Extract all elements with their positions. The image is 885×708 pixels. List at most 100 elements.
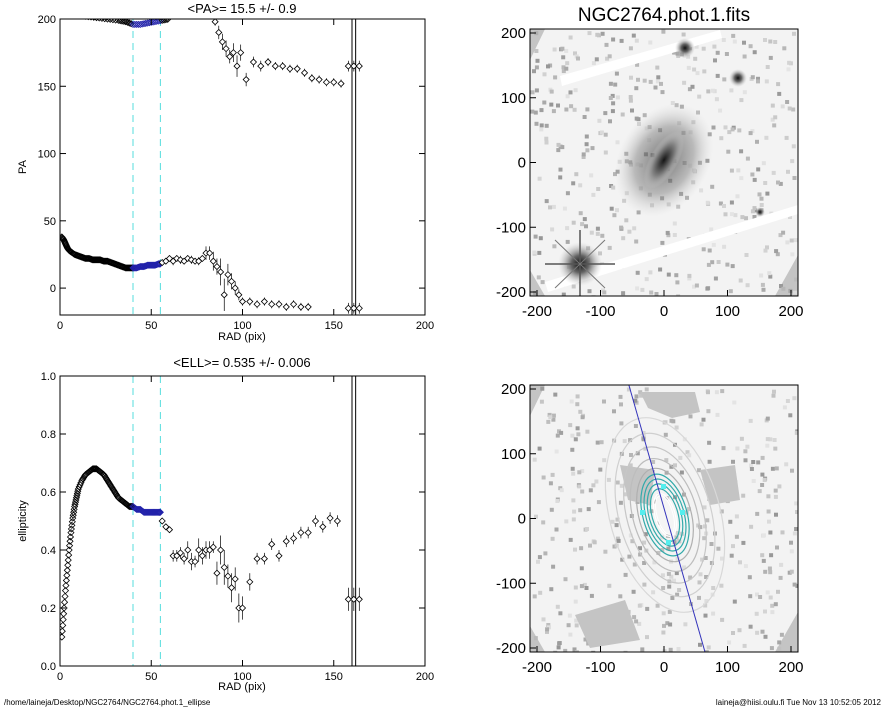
noise-pixel <box>752 177 757 182</box>
noise-pixel <box>793 290 797 295</box>
pa-point <box>315 75 323 84</box>
noise-pixel <box>666 546 671 551</box>
noise-pixel <box>631 33 636 38</box>
noise-pixel <box>598 467 603 472</box>
pa-point <box>350 62 358 70</box>
noise-pixel <box>761 161 766 166</box>
ell-point <box>156 508 164 516</box>
noise-pixel <box>534 514 538 519</box>
noise-pixel <box>737 128 742 133</box>
isophote-contour <box>643 478 687 552</box>
noise-pixel <box>772 389 776 394</box>
noise-pixel <box>697 94 702 99</box>
noise-pixel <box>664 470 669 475</box>
ell-point <box>231 575 239 583</box>
noise-pixel <box>703 556 708 560</box>
noise-pixel <box>661 630 666 635</box>
ell-point <box>217 546 225 554</box>
noise-pixel <box>549 507 554 512</box>
mask-pixel <box>666 540 671 545</box>
noise-pixel <box>687 453 692 458</box>
ell-xtick-label: 200 <box>416 671 434 683</box>
noise-pixel <box>715 50 720 55</box>
noise-pixel <box>792 396 797 401</box>
noise-pixel <box>789 238 794 243</box>
noise-pixel <box>553 392 558 397</box>
noise-pixel <box>711 586 716 590</box>
noise-pixel <box>640 647 645 652</box>
noise-pixel <box>610 93 615 98</box>
noise-pixel <box>596 187 601 191</box>
noise-pixel <box>619 483 624 488</box>
noise-pixel <box>735 446 740 451</box>
pa-xtick-label: 0 <box>57 320 63 332</box>
noise-pixel <box>750 75 755 80</box>
noise-pixel <box>773 488 778 493</box>
ell-xtick-label: 100 <box>233 671 251 683</box>
image-xtick-label: 200 <box>778 659 803 676</box>
noise-pixel <box>763 38 767 42</box>
noise-pixel <box>532 69 536 74</box>
noise-pixel <box>584 586 589 590</box>
noise-pixel <box>719 509 724 514</box>
noise-pixel <box>607 54 612 59</box>
noise-pixel <box>588 488 593 493</box>
noise-pixel <box>632 562 637 567</box>
pa-wrapped-point <box>120 19 128 25</box>
image-xtick-label: 0 <box>660 303 668 320</box>
noise-pixel <box>607 583 612 588</box>
noise-pixel <box>757 192 762 197</box>
mask-pixel <box>680 510 685 515</box>
noise-pixel <box>779 632 784 637</box>
noise-pixel <box>768 570 773 575</box>
noise-pixel <box>785 399 790 403</box>
ell-point <box>290 534 298 542</box>
noise-pixel <box>693 56 698 61</box>
pa-point <box>184 254 192 263</box>
noise-pixel <box>777 91 782 96</box>
noise-pixel <box>551 564 556 569</box>
noise-pixel <box>544 123 549 128</box>
noise-pixel <box>615 536 620 541</box>
noise-pixel <box>643 446 648 451</box>
noise-pixel <box>535 58 540 63</box>
noise-pixel <box>788 215 792 219</box>
pa-point <box>102 257 111 265</box>
noise-pixel <box>692 67 697 72</box>
noise-pixel <box>727 640 732 645</box>
noise-pixel <box>656 551 661 555</box>
noise-pixel <box>660 548 665 552</box>
noise-pixel <box>781 286 786 291</box>
noise-pixel <box>558 167 563 172</box>
noise-pixel <box>614 523 619 528</box>
noise-pixel <box>749 524 754 529</box>
noise-pixel <box>729 212 734 217</box>
noise-pixel <box>714 390 719 395</box>
noise-pixel <box>694 283 699 288</box>
noise-pixel <box>558 175 563 180</box>
noise-pixel <box>610 519 615 524</box>
noise-pixel <box>603 549 608 554</box>
noise-pixel <box>711 242 716 247</box>
noise-pixel <box>623 492 628 497</box>
image-ytick-label: 200 <box>501 25 526 42</box>
noise-pixel <box>629 453 633 457</box>
noise-pixel <box>750 209 755 214</box>
noise-pixel <box>710 88 715 93</box>
noise-pixel <box>744 216 748 221</box>
noise-pixel <box>571 220 576 225</box>
noise-pixel <box>563 648 568 652</box>
noise-pixel <box>777 640 782 645</box>
noise-pixel <box>574 618 579 623</box>
noise-pixel <box>572 509 577 514</box>
noise-pixel <box>581 152 586 157</box>
noise-pixel <box>711 125 716 130</box>
ell-point <box>195 546 203 554</box>
noise-pixel <box>760 483 765 487</box>
noise-pixel <box>578 211 583 216</box>
noise-pixel <box>752 206 757 211</box>
noise-pixel <box>537 176 542 181</box>
noise-pixel <box>634 86 639 91</box>
noise-pixel <box>597 118 602 123</box>
pa-point <box>355 304 363 312</box>
